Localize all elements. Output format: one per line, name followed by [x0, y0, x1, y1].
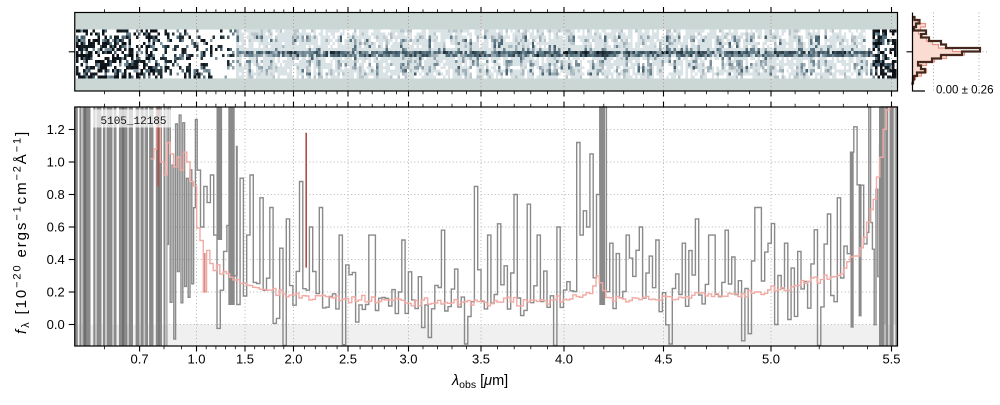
svg-text:0.0: 0.0: [47, 317, 65, 332]
svg-text:1.2: 1.2: [47, 122, 65, 137]
svg-text:2.5: 2.5: [339, 352, 357, 367]
svg-text:1.0: 1.0: [187, 352, 205, 367]
svg-text:3.0: 3.0: [399, 352, 417, 367]
svg-text:4.0: 4.0: [555, 352, 573, 367]
svg-text:5.5: 5.5: [882, 352, 900, 367]
svg-text:0.8: 0.8: [47, 187, 65, 202]
svg-text:fλ [10−20 ergs−1cm−2Å−1]: fλ [10−20 ergs−1cm−2Å−1]: [12, 130, 33, 334]
svg-text:3.5: 3.5: [472, 352, 490, 367]
svg-text:0.00 ± 0.26: 0.00 ± 0.26: [936, 85, 993, 97]
svg-text:0.2: 0.2: [47, 284, 65, 299]
svg-text:5.0: 5.0: [762, 352, 780, 367]
svg-text:4.5: 4.5: [654, 352, 672, 367]
svg-text:1.0: 1.0: [47, 154, 65, 169]
svg-text:5105_12185: 5105_12185: [101, 116, 167, 128]
svg-text:λobs [μm]: λobs [μm]: [451, 373, 508, 391]
svg-text:0.4: 0.4: [47, 252, 65, 267]
svg-text:0.7: 0.7: [131, 352, 149, 367]
svg-text:0.6: 0.6: [47, 219, 65, 234]
svg-text:1.5: 1.5: [236, 352, 254, 367]
svg-text:2.0: 2.0: [284, 352, 302, 367]
